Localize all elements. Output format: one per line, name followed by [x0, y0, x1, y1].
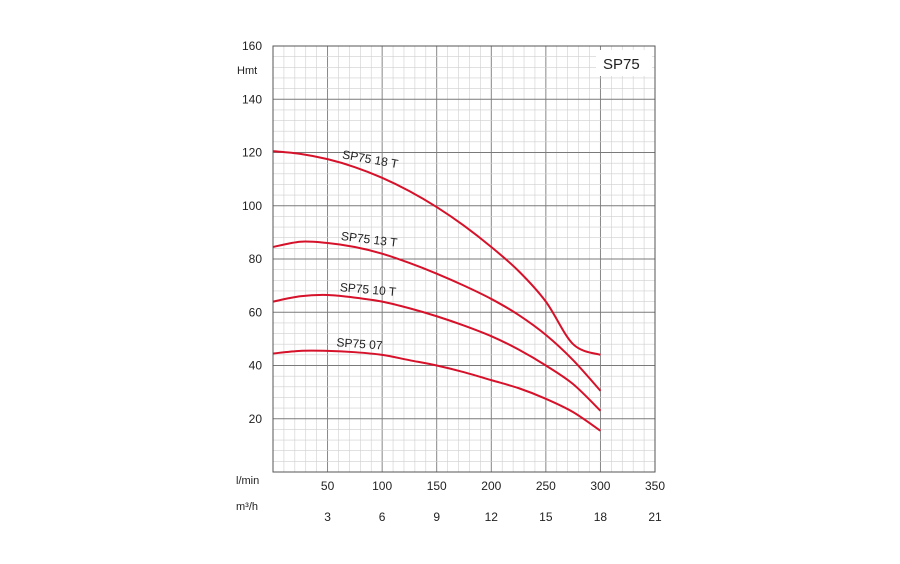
x-tick-label: 100	[372, 479, 392, 493]
x-secondary-tick-label: 9	[433, 510, 440, 524]
x-tick-label: 150	[427, 479, 447, 493]
x-tick-label: 250	[536, 479, 556, 493]
curve-sp75-13-t	[272, 240, 602, 392]
curves	[272, 150, 602, 432]
curve-label: SP75 10 T	[339, 280, 397, 299]
curve-sp75-07	[272, 349, 601, 432]
x-secondary-tick-label: 15	[539, 510, 553, 524]
curve-label: SP75 18 T	[341, 147, 400, 171]
y-axis-label: Hmt	[237, 65, 257, 77]
x-axis-secondary-label: m³/h	[236, 501, 258, 513]
y-tick-label: 160	[242, 39, 262, 53]
y-tick-label: 60	[249, 305, 263, 319]
x-secondary-tick-label: 3	[324, 510, 331, 524]
chart-title: SP75	[603, 56, 640, 73]
curve-sp75-10-t	[272, 293, 602, 412]
x-tick-label: 300	[590, 479, 610, 493]
x-secondary-tick-label: 21	[648, 510, 662, 524]
y-tick-label: 140	[242, 92, 262, 106]
y-tick-label: 80	[249, 252, 263, 266]
curve-sp75-18-t	[272, 150, 601, 356]
y-tick-label: 40	[249, 359, 263, 373]
x-tick-label: 350	[645, 479, 665, 493]
axes: 20 40 60 80 100 120 140 160 50 100 150 200 250 300 350…	[242, 39, 665, 524]
x-tick-label: 50	[321, 479, 335, 493]
x-axis-primary-label: l/min	[236, 475, 259, 487]
y-tick-label: 100	[242, 199, 262, 213]
curve-label: SP75 07	[336, 335, 383, 352]
y-tick-label: 20	[249, 412, 263, 426]
curve-label: SP75 13 T	[340, 229, 398, 250]
x-secondary-tick-label: 6	[379, 510, 386, 524]
chart-title-box: SP75	[596, 50, 652, 76]
x-tick-label: 200	[481, 479, 501, 493]
y-tick-label: 120	[242, 146, 262, 160]
x-secondary-tick-label: 12	[485, 510, 499, 524]
plot-frame	[272, 45, 656, 473]
x-secondary-tick-label: 18	[594, 510, 608, 524]
grid	[272, 45, 656, 473]
